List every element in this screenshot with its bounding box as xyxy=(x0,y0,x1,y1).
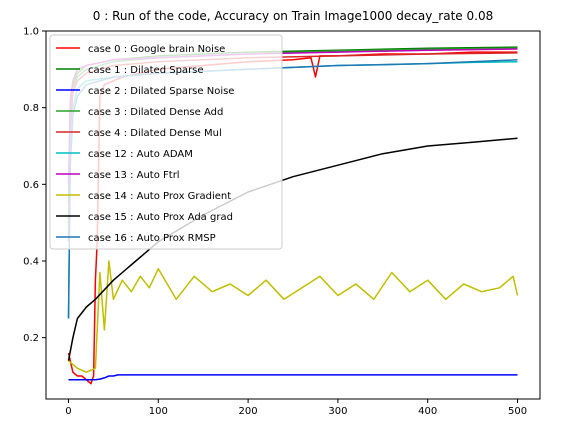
legend-label: case 16 : Auto Prox RMSP xyxy=(88,233,216,244)
series-line-2 xyxy=(68,374,518,381)
chart-title: 0 : Run of the code, Accuracy on Train I… xyxy=(93,9,493,23)
legend-label: case 4 : Dilated Dense Mul xyxy=(88,128,222,139)
x-tick-label: 200 xyxy=(239,406,258,417)
x-tick-label: 500 xyxy=(508,406,527,417)
legend-label: case 14 : Auto Prox Gradient xyxy=(88,191,231,202)
x-tick-label: 0 xyxy=(65,406,71,417)
legend-box xyxy=(49,34,283,250)
legend-label: case 13 : Auto Ftrl xyxy=(88,170,180,181)
y-tick-label: 0.6 xyxy=(23,180,39,191)
legend-label: case 15 : Auto Prox Ada grad xyxy=(88,212,233,223)
y-axis: 0.2 0.4 0.6 0.8 1.0 xyxy=(23,27,46,344)
x-tick-label: 100 xyxy=(149,406,168,417)
legend-label: case 2 : Dilated Sparse Noise xyxy=(88,86,234,97)
legend-label: case 1 : Dilated Sparse xyxy=(88,65,204,76)
y-tick-label: 1.0 xyxy=(23,27,39,38)
x-tick-label: 300 xyxy=(328,406,347,417)
x-tick-label: 400 xyxy=(418,406,437,417)
y-tick-label: 0.8 xyxy=(23,103,39,114)
y-tick-label: 0.4 xyxy=(23,257,39,268)
series-line-7 xyxy=(68,260,519,373)
axes-frame xyxy=(45,30,541,400)
x-axis: 0 100 200 300 400 500 xyxy=(65,399,527,417)
y-tick-label: 0.2 xyxy=(23,333,39,344)
legend-label: case 3 : Dilated Dense Add xyxy=(88,107,223,118)
legend: case 0 : Google brain Noise case 1 : Dila… xyxy=(49,34,283,250)
legend-label: case 12 : Auto ADAM xyxy=(88,149,193,160)
legend-label: case 0 : Google brain Noise xyxy=(88,44,225,55)
